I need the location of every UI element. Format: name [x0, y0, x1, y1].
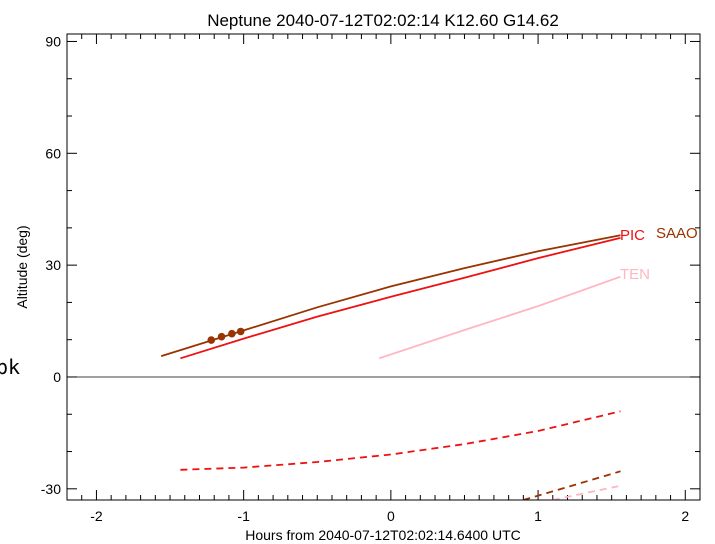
observation-marker: [217, 332, 226, 341]
observation-marker: [236, 327, 245, 336]
observation-marker: [207, 336, 216, 344]
x-tick-label: 2: [681, 508, 689, 524]
clipped-side-label: pk: [0, 355, 20, 379]
series-below-horizon-ten: [552, 484, 621, 500]
series-line-saao: [160, 234, 621, 357]
y-tick-label: 0: [53, 369, 61, 385]
x-tick-label: -2: [90, 508, 103, 524]
y-tick-label: 30: [45, 257, 61, 273]
chart-title: Neptune 2040-07-12T02:02:14 K12.60 G14.6…: [207, 11, 559, 30]
y-axis-label: Altitude (deg): [14, 225, 30, 308]
observation-marker: [228, 329, 236, 338]
x-tick-label: -1: [237, 508, 250, 524]
x-axis-label: Hours from 2040-07-12T02:02:14.6400 UTC: [245, 527, 520, 543]
series-line-ten: [378, 275, 621, 360]
y-tick-label: 90: [45, 33, 61, 49]
series-below-horizon-pic: [180, 410, 621, 471]
y-tick-label: 60: [45, 145, 61, 161]
y-tick-label: -30: [41, 481, 61, 497]
series-label-ten: TEN: [620, 266, 650, 283]
plot-frame: [66, 33, 701, 501]
plot-area: -2 -1 0 1 2 -30 0 30 60 90 SAAO PIC TEN: [41, 33, 701, 524]
series-label-saao: SAAO: [656, 225, 698, 242]
series-label-pic: PIC: [620, 227, 645, 244]
x-tick-label: 0: [387, 508, 395, 524]
x-tick-label: 1: [534, 508, 542, 524]
series-line-pic: [180, 237, 621, 360]
series-below-horizon-saao: [523, 470, 621, 500]
